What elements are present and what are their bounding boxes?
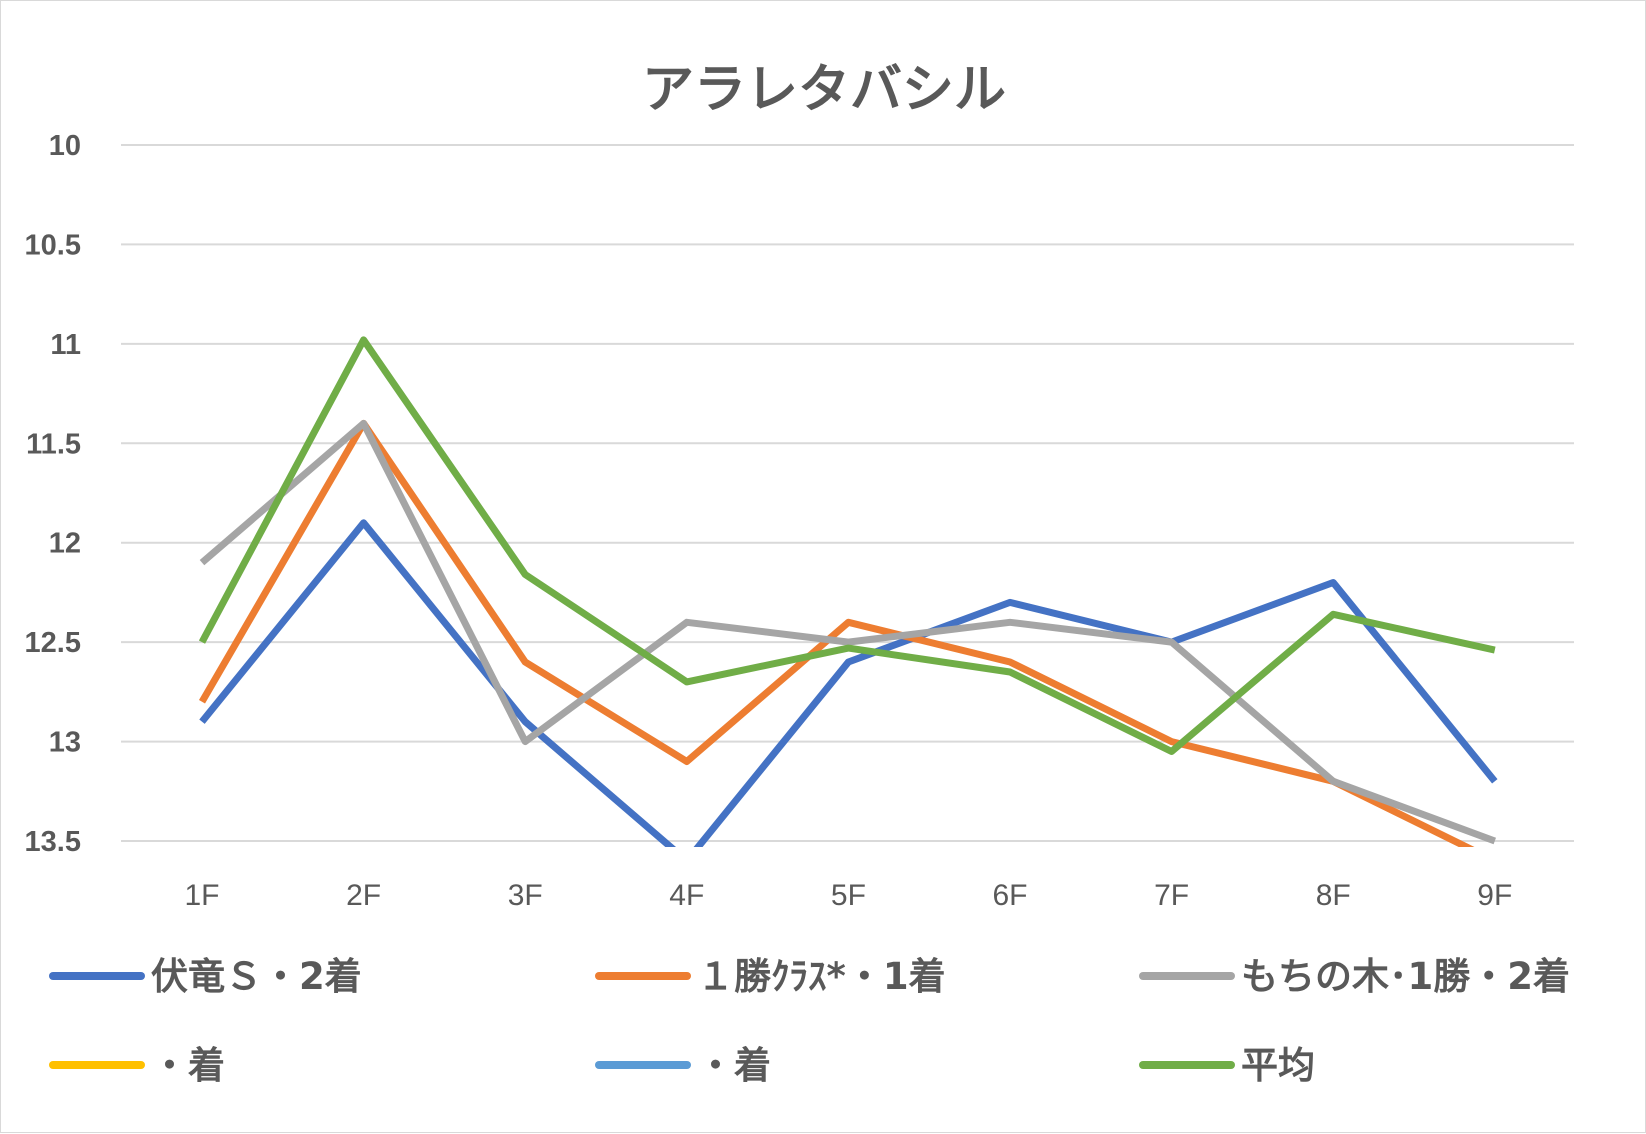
chart-title: アラレタバシル	[642, 60, 1006, 120]
x-tick-label: 9F	[1477, 879, 1512, 912]
legend-item: １勝ｸﾗｽ*・1着	[595, 955, 946, 998]
series-line-1	[198, 419, 1475, 847]
legend-item: 伏竜Ｓ・2着	[49, 955, 362, 998]
x-tick-label: 1F	[184, 879, 219, 912]
series-line-5	[198, 336, 1496, 755]
y-tick-label: 13	[49, 727, 81, 759]
y-axis-ticks: 10 10.5 11 11.5 12 12.5 13 13.5	[25, 130, 81, 858]
legend-label: ・着	[697, 1044, 771, 1087]
legend-label: １勝ｸﾗｽ*・1着	[697, 955, 946, 998]
y-tick-label: 10	[49, 130, 81, 162]
gridlines	[121, 144, 1574, 842]
legend-label: 伏竜Ｓ・2着	[151, 955, 362, 998]
series-lines	[198, 336, 1498, 847]
x-tick-label: 5F	[831, 879, 866, 912]
series-line-0	[199, 519, 1498, 847]
legend: 伏竜Ｓ・2着 １勝ｸﾗｽ*・1着 もちの木･1勝・2着・着 ・着 平均	[49, 955, 1570, 1087]
x-tick-label: 4F	[669, 879, 704, 912]
legend-label: 平均	[1241, 1044, 1315, 1087]
x-tick-label: 7F	[1154, 879, 1189, 912]
y-tick-label: 10.5	[25, 229, 81, 261]
x-axis-ticks: 1F 2F 3F 4F 5F 6F 7F 8F 9F	[184, 879, 1512, 912]
legend-label: ・着	[151, 1044, 225, 1087]
y-tick-label: 13.5	[25, 826, 81, 858]
y-tick-label: 12.5	[25, 627, 81, 659]
x-tick-label: 3F	[508, 879, 543, 912]
x-tick-label: 2F	[346, 879, 381, 912]
x-tick-label: 6F	[992, 879, 1027, 912]
y-tick-label: 12	[49, 528, 81, 560]
legend-item: もちの木･1勝・2着	[1139, 955, 1570, 998]
legend-item: ・着	[595, 1044, 771, 1087]
y-tick-label: 11.5	[26, 428, 81, 460]
plot-area	[198, 336, 1498, 847]
legend-item: 平均	[1139, 1044, 1315, 1087]
legend-item: ・着	[49, 1044, 225, 1087]
series-line-2	[199, 419, 1497, 845]
legend-label: もちの木･1勝・2着	[1241, 955, 1570, 998]
x-tick-label: 8F	[1316, 879, 1351, 912]
y-tick-label: 11	[50, 329, 81, 361]
